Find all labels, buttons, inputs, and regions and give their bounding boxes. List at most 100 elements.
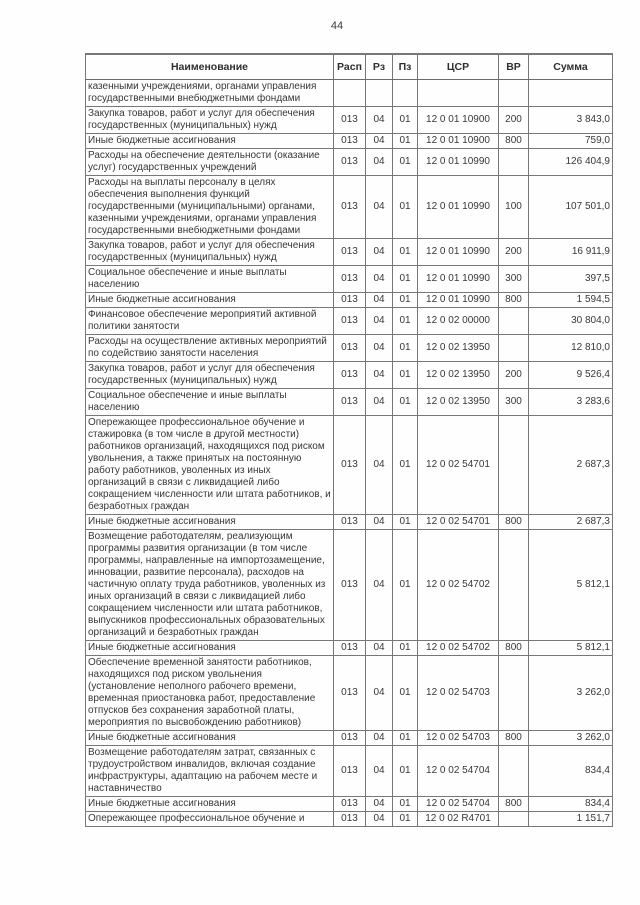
cell-vr: 200 <box>498 106 529 134</box>
column-header-pz: Пз <box>392 53 418 80</box>
table-row: Закупка товаров, работ и услуг для обесп… <box>85 361 613 389</box>
cell-pz: 01 <box>392 307 418 335</box>
cell-rasp: 013 <box>333 265 366 293</box>
cell-csr: 12 0 02 R4701 <box>417 811 499 827</box>
cell-rasp: 013 <box>333 238 366 266</box>
cell-csr: 12 0 02 13950 <box>417 388 499 416</box>
cell-rasp: 013 <box>333 514 366 530</box>
cell-sum: 3 843,0 <box>528 106 613 134</box>
cell-pz: 01 <box>392 361 418 389</box>
cell-csr: 12 0 01 10900 <box>417 106 499 134</box>
cell-sum: 2 687,3 <box>528 514 613 530</box>
table-row: Социальное обеспечение и иные выплаты на… <box>85 265 613 293</box>
cell-csr: 12 0 02 00000 <box>417 307 499 335</box>
cell-name: Обеспечение временной занятости работник… <box>85 655 334 731</box>
cell-csr: 12 0 02 13950 <box>417 361 499 389</box>
cell-vr <box>498 811 529 827</box>
cell-name: Возмещение работодателям, реализующим пр… <box>85 529 334 641</box>
cell-pz: 01 <box>392 133 418 149</box>
cell-csr: 12 0 02 54703 <box>417 655 499 731</box>
cell-sum: 834,4 <box>528 796 613 812</box>
cell-name: Социальное обеспечение и иные выплаты на… <box>85 265 334 293</box>
table-row: Опережающее профессиональное обучение и … <box>85 811 613 827</box>
cell-pz: 01 <box>392 388 418 416</box>
cell-vr: 800 <box>498 133 529 149</box>
cell-vr: 200 <box>498 238 529 266</box>
cell-name: Расходы на осуществление активных меропр… <box>85 334 334 362</box>
cell-sum: 5 812,1 <box>528 529 613 641</box>
cell-rasp: 013 <box>333 640 366 656</box>
cell-name: казенными учреждениями, органами управле… <box>85 79 334 107</box>
cell-rz: 04 <box>365 292 393 308</box>
cell-rz: 04 <box>365 745 393 797</box>
cell-csr: 12 0 02 54703 <box>417 730 499 746</box>
cell-rz: 04 <box>365 334 393 362</box>
cell-name: Иные бюджетные ассигнования <box>85 730 334 746</box>
cell-name: Опережающее профессиональное обучение и <box>85 811 334 827</box>
table-row: Финансовое обеспечение мероприятий актив… <box>85 307 613 335</box>
cell-name: Расходы на выплаты персоналу в целях обе… <box>85 175 334 239</box>
cell-vr: 200 <box>498 361 529 389</box>
cell-rz: 04 <box>365 133 393 149</box>
cell-name: Иные бюджетные ассигнования <box>85 796 334 812</box>
cell-pz: 01 <box>392 745 418 797</box>
cell-csr: 12 0 01 10900 <box>417 133 499 149</box>
cell-rz: 04 <box>365 640 393 656</box>
cell-pz: 01 <box>392 238 418 266</box>
cell-name: Иные бюджетные ассигнования <box>85 292 334 308</box>
cell-pz: 01 <box>392 811 418 827</box>
cell-vr: 100 <box>498 175 529 239</box>
cell-rz: 04 <box>365 175 393 239</box>
cell-rz: 04 <box>365 529 393 641</box>
budget-appropriations-table: Наименование Расп Рз Пз ЦСР ВР Сумма каз… <box>85 53 613 827</box>
cell-sum: 397,5 <box>528 265 613 293</box>
cell-rasp: 013 <box>333 148 366 176</box>
cell-vr: 800 <box>498 292 529 308</box>
cell-rz: 04 <box>365 514 393 530</box>
cell-sum: 5 812,1 <box>528 640 613 656</box>
cell-csr: 12 0 02 13950 <box>417 334 499 362</box>
cell-csr: 12 0 01 10990 <box>417 175 499 239</box>
cell-rz: 04 <box>365 811 393 827</box>
cell-pz: 01 <box>392 334 418 362</box>
cell-rz: 04 <box>365 106 393 134</box>
cell-sum: 9 526,4 <box>528 361 613 389</box>
table-row: Иные бюджетные ассигнования 013 04 01 12… <box>85 730 613 746</box>
cell-rasp: 013 <box>333 307 366 335</box>
cell-vr: 800 <box>498 730 529 746</box>
cell-csr: 12 0 02 54704 <box>417 745 499 797</box>
cell-name: Социальное обеспечение и иные выплаты на… <box>85 388 334 416</box>
cell-csr: 12 0 02 54704 <box>417 796 499 812</box>
cell-vr <box>498 745 529 797</box>
cell-csr: 12 0 02 54702 <box>417 640 499 656</box>
cell-rz: 04 <box>365 730 393 746</box>
cell-csr: 12 0 02 54701 <box>417 514 499 530</box>
cell-name: Иные бюджетные ассигнования <box>85 133 334 149</box>
table-row: Иные бюджетные ассигнования 013 04 01 12… <box>85 133 613 149</box>
cell-rasp: 013 <box>333 388 366 416</box>
table-row: Расходы на осуществление активных меропр… <box>85 334 613 362</box>
cell-name: Возмещение работодателям затрат, связанн… <box>85 745 334 797</box>
cell-rasp: 013 <box>333 745 366 797</box>
cell-name: Опережающее профессиональное обучение и … <box>85 415 334 515</box>
cell-sum: 2 687,3 <box>528 415 613 515</box>
cell-sum: 16 911,9 <box>528 238 613 266</box>
cell-pz: 01 <box>392 640 418 656</box>
column-header-csr: ЦСР <box>417 53 499 80</box>
table-row: Возмещение работодателям затрат, связанн… <box>85 745 613 797</box>
cell-rasp <box>333 79 366 107</box>
cell-rasp: 013 <box>333 133 366 149</box>
cell-vr <box>498 415 529 515</box>
cell-name: Закупка товаров, работ и услуг для обесп… <box>85 361 334 389</box>
cell-name: Закупка товаров, работ и услуг для обесп… <box>85 238 334 266</box>
cell-rasp: 013 <box>333 292 366 308</box>
cell-rz <box>365 79 393 107</box>
cell-rasp: 013 <box>333 811 366 827</box>
cell-pz: 01 <box>392 529 418 641</box>
cell-vr <box>498 79 529 107</box>
cell-sum: 759,0 <box>528 133 613 149</box>
cell-name: Закупка товаров, работ и услуг для обесп… <box>85 106 334 134</box>
cell-rasp: 013 <box>333 334 366 362</box>
cell-pz: 01 <box>392 514 418 530</box>
cell-pz: 01 <box>392 796 418 812</box>
